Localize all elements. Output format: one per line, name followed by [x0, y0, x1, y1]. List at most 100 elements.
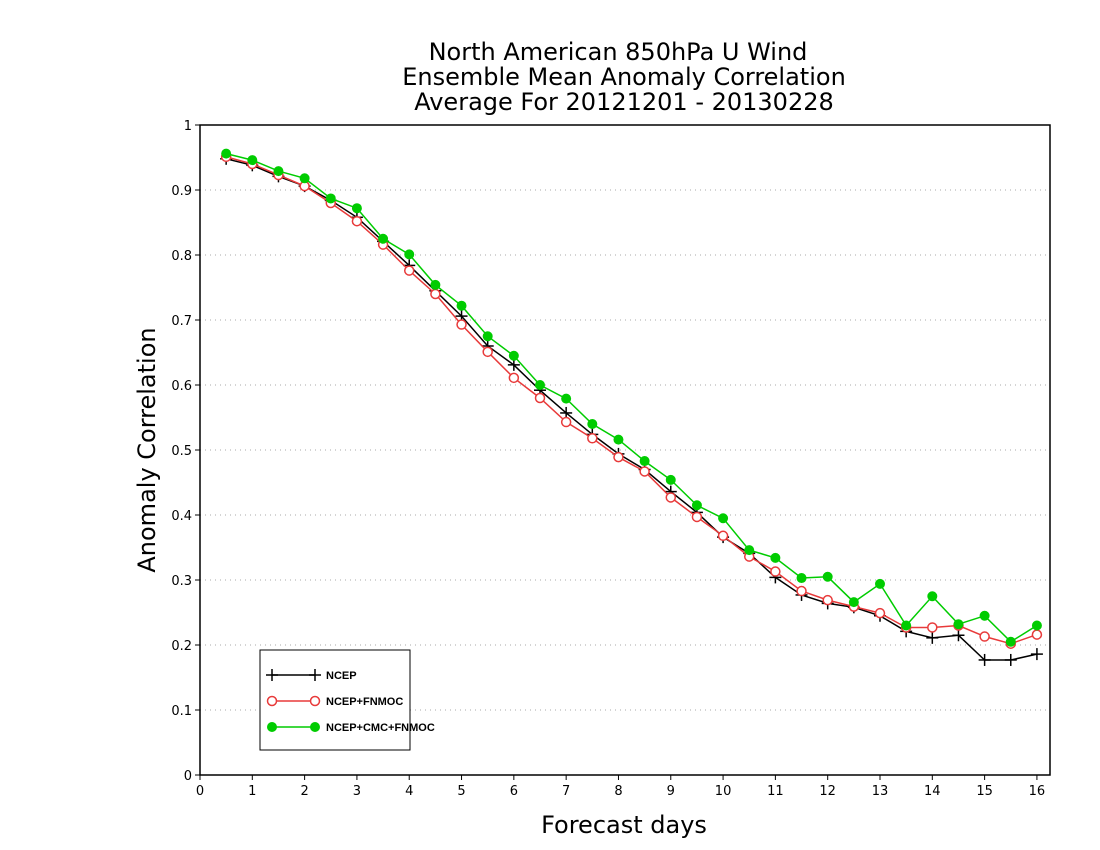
data-point: [926, 631, 939, 644]
x-tick-label: 13: [872, 784, 889, 799]
data-point: [822, 594, 833, 606]
series-line: [226, 152, 1038, 643]
data-point: [404, 249, 415, 260]
data-point: [482, 346, 493, 358]
data-point: [351, 203, 362, 214]
data-point: [953, 619, 964, 630]
data-point: [613, 434, 624, 445]
data-point: [310, 722, 320, 732]
chart-title-line-3: Average For 20121201 - 20130228: [414, 88, 834, 116]
x-tick-label: 15: [976, 784, 993, 799]
data-point: [267, 722, 277, 732]
data-point: [507, 358, 520, 371]
data-point: [613, 451, 624, 463]
legend: NCEP NCEP+FNMOC NCEP+CMC+FNMOC: [259, 649, 435, 751]
data-point: [979, 610, 990, 621]
series-line: [226, 156, 1038, 645]
data-point: [378, 233, 389, 244]
x-tick-label: 12: [819, 784, 836, 799]
data-point: [534, 392, 546, 404]
data-point: [266, 669, 278, 681]
data-point: [770, 566, 781, 577]
y-tick-label: 0.5: [171, 444, 192, 459]
x-tick-label: 14: [924, 784, 941, 799]
data-point: [403, 265, 415, 276]
data-point: [587, 419, 598, 429]
data-point: [796, 573, 807, 584]
legend-label: NCEP+FNMOC: [326, 696, 403, 708]
y-tick-label: 0.4: [171, 509, 192, 524]
y-axis-label: Anomaly Correlation: [133, 327, 161, 572]
data-point: [456, 300, 467, 311]
x-tick-label: 9: [667, 784, 675, 799]
data-point: [978, 653, 991, 666]
y-tick-label: 0.2: [171, 639, 192, 654]
x-tick-label: 5: [457, 784, 465, 799]
data-point: [744, 545, 755, 556]
data-point: [901, 620, 912, 631]
data-point: [273, 166, 284, 177]
series-ncep-cmc-fnmoc: [221, 148, 1042, 647]
data-point: [1031, 629, 1043, 640]
data-point: [952, 629, 965, 642]
x-tick-label: 0: [196, 784, 204, 799]
data-point: [927, 591, 938, 602]
data-point: [770, 552, 781, 563]
axes: 00.10.20.30.40.50.60.70.80.910 1 2 3 4 5 6 7 8 9 1…: [171, 119, 1051, 799]
y-tick-label: 1: [184, 119, 192, 134]
y-tick-label: 0.6: [171, 379, 192, 394]
data-point: [665, 492, 677, 503]
data-point: [979, 631, 990, 642]
y-tick-label: 0.3: [171, 574, 192, 589]
legend-item: NCEP+CMC+FNMOC: [267, 722, 435, 734]
x-tick-label: 6: [510, 784, 518, 799]
data-point: [266, 695, 278, 707]
legend-item: NCEP+FNMOC: [266, 695, 403, 708]
x-tick-label: 7: [562, 784, 570, 799]
legend-box: [259, 649, 411, 751]
chart-title: North American 850hPa U Wind Ensemble Me…: [402, 38, 846, 116]
data-point: [221, 148, 232, 159]
data-point: [639, 466, 650, 477]
data-point: [822, 571, 833, 582]
data-point: [430, 288, 441, 300]
data-point: [309, 695, 321, 707]
data-point: [639, 456, 650, 467]
x-tick-label: 3: [353, 784, 361, 799]
data-point: [717, 530, 729, 542]
series-layer: [220, 148, 1043, 666]
series-ncep: [220, 152, 1043, 666]
data-point: [560, 416, 572, 428]
legend-label: NCEP+CMC+FNMOC: [326, 722, 435, 734]
x-tick-label: 1: [248, 784, 256, 799]
data-point: [1030, 648, 1043, 661]
data-point: [508, 372, 520, 384]
data-point: [535, 380, 545, 390]
y-tick-label: 0.8: [171, 249, 192, 264]
data-point: [927, 622, 938, 633]
data-point: [875, 578, 885, 589]
x-tick-label: 10: [715, 784, 732, 799]
data-point: [796, 585, 807, 597]
legend-item: NCEP: [266, 669, 357, 682]
data-point: [430, 279, 441, 290]
data-point: [874, 607, 886, 619]
data-point: [691, 511, 703, 523]
y-tick-label: 0.1: [171, 704, 192, 719]
x-tick-label: 4: [405, 784, 413, 799]
data-point: [247, 155, 258, 166]
data-point: [325, 193, 336, 204]
data-point: [691, 500, 702, 511]
data-point: [351, 215, 363, 227]
data-point: [718, 513, 729, 524]
y-tick-label: 0: [184, 769, 192, 784]
x-tick-label: 2: [300, 784, 308, 799]
data-point: [587, 433, 598, 444]
data-point: [299, 173, 310, 184]
x-axis-label: Forecast days: [541, 811, 707, 839]
data-point: [456, 319, 467, 330]
legend-label: NCEP: [326, 670, 357, 682]
data-point: [482, 331, 493, 342]
x-tick-label: 16: [1029, 784, 1046, 799]
